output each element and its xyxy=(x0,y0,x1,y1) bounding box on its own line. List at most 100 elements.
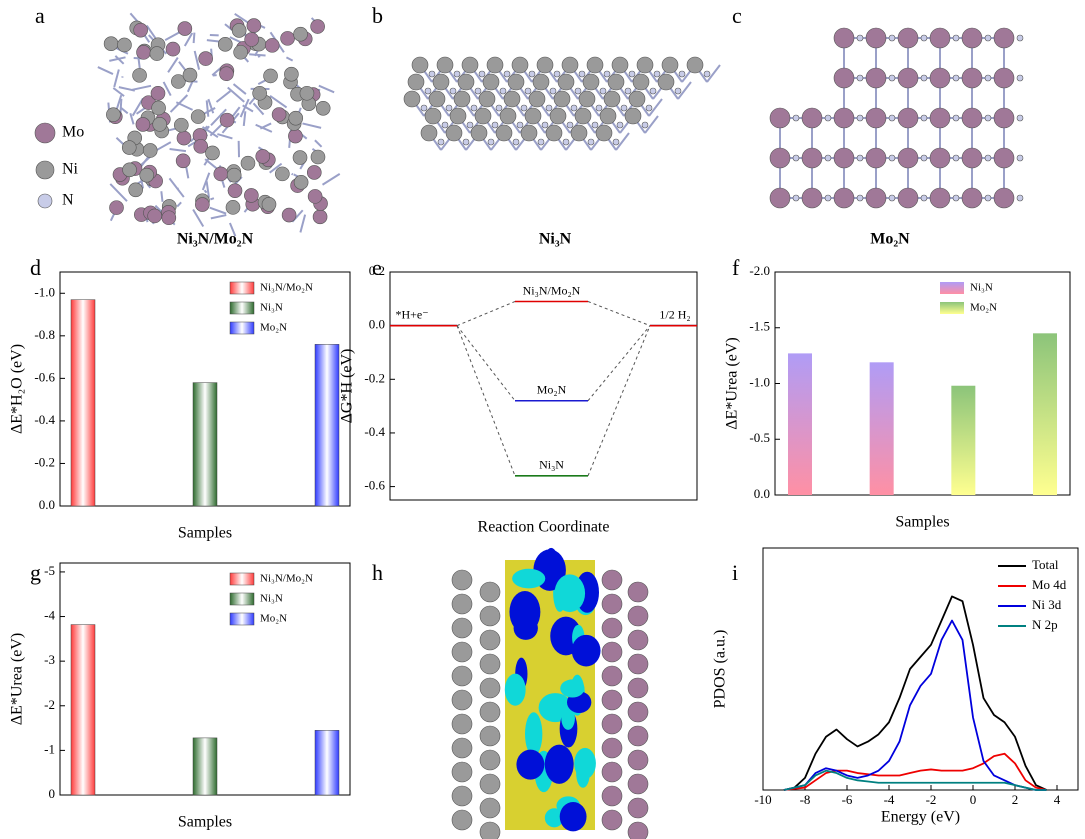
bond xyxy=(168,177,185,198)
atom xyxy=(627,653,649,675)
atom xyxy=(769,187,791,209)
y-axis-label: ΔE*H₂O (eV) xyxy=(9,344,26,434)
bond xyxy=(644,115,659,134)
atom xyxy=(524,87,532,95)
atom xyxy=(599,87,607,95)
atom xyxy=(479,725,501,747)
bond xyxy=(299,214,307,233)
atom xyxy=(441,121,449,129)
legend-label: Ni 3d xyxy=(1032,597,1062,612)
atom xyxy=(451,785,473,807)
line xyxy=(783,595,1047,791)
atom xyxy=(641,121,649,129)
atom xyxy=(451,689,473,711)
legend-label: Mo₂N xyxy=(260,613,287,625)
legend-label: Mo₂N xyxy=(970,302,997,314)
atom xyxy=(984,194,992,202)
panel-label: c xyxy=(732,3,742,28)
atom xyxy=(856,114,864,122)
bond xyxy=(302,122,322,129)
atom xyxy=(133,22,148,38)
panel-label: h xyxy=(372,560,383,585)
atom xyxy=(288,110,304,126)
y-tick-label: 0 xyxy=(49,786,56,801)
atom xyxy=(240,155,256,171)
annotation: *H+e⁻ xyxy=(395,307,428,321)
atom xyxy=(578,70,586,78)
bond xyxy=(255,123,273,133)
density xyxy=(544,744,574,784)
atom xyxy=(582,73,600,91)
atom xyxy=(929,187,951,209)
line xyxy=(783,769,1047,791)
atom xyxy=(888,34,896,42)
atom xyxy=(284,66,299,82)
legend-label: Ni₃N xyxy=(260,302,283,314)
atom xyxy=(479,629,501,651)
bond xyxy=(155,141,172,152)
atom xyxy=(801,107,823,129)
y-axis-label: ΔG*H (eV) xyxy=(339,349,356,424)
x-axis-label: Samples xyxy=(178,814,232,831)
atom xyxy=(601,617,623,639)
atom xyxy=(984,34,992,42)
atom xyxy=(865,27,887,49)
atom xyxy=(769,107,791,129)
atom xyxy=(478,90,496,108)
atom xyxy=(627,749,649,771)
legend-swatch xyxy=(229,612,255,626)
atom xyxy=(897,67,919,89)
x-tick-label: -6 xyxy=(842,792,853,807)
atom xyxy=(920,114,928,122)
atom xyxy=(952,74,960,82)
bar xyxy=(1033,333,1057,495)
atom xyxy=(984,154,992,162)
atom xyxy=(307,189,323,204)
atom xyxy=(627,629,649,651)
x-axis-label: Samples xyxy=(178,525,232,542)
atom xyxy=(1016,154,1024,162)
x-tick-label: 4 xyxy=(1054,792,1061,807)
atom xyxy=(993,147,1015,169)
y-axis-label: ΔE*Urea (eV) xyxy=(9,633,26,725)
atom xyxy=(557,73,575,91)
atom xyxy=(599,107,617,125)
bond xyxy=(109,56,126,62)
atom xyxy=(503,70,511,78)
atom xyxy=(462,138,470,146)
x-axis-label: Samples xyxy=(895,514,949,531)
density xyxy=(504,673,526,706)
atom xyxy=(225,200,241,215)
atom xyxy=(198,51,213,66)
bond xyxy=(205,181,210,198)
x-axis-label: Reaction Coordinate xyxy=(478,519,610,536)
atom xyxy=(920,34,928,42)
atom xyxy=(792,154,800,162)
y-tick-label: -2 xyxy=(44,697,55,712)
atom xyxy=(428,90,446,108)
plot-frame xyxy=(774,271,1071,496)
atom xyxy=(532,73,550,91)
bond xyxy=(162,81,172,96)
atom xyxy=(512,138,520,146)
atom xyxy=(611,56,629,74)
atom xyxy=(792,194,800,202)
atom xyxy=(888,114,896,122)
atom xyxy=(407,73,425,91)
bar xyxy=(869,362,894,495)
x-tick-label: -4 xyxy=(884,792,895,807)
x-tick-label: -2 xyxy=(926,792,937,807)
bond xyxy=(318,84,335,94)
legend-swatch xyxy=(229,572,255,586)
atom xyxy=(453,70,461,78)
y-tick-label: -0.2 xyxy=(34,454,55,469)
atom xyxy=(445,124,463,142)
atom xyxy=(824,154,832,162)
atom xyxy=(537,138,545,146)
connector xyxy=(587,325,651,477)
atom xyxy=(293,26,308,42)
annotation: 1/2 H₂ xyxy=(659,307,690,321)
atom xyxy=(984,74,992,82)
atom xyxy=(293,175,309,190)
